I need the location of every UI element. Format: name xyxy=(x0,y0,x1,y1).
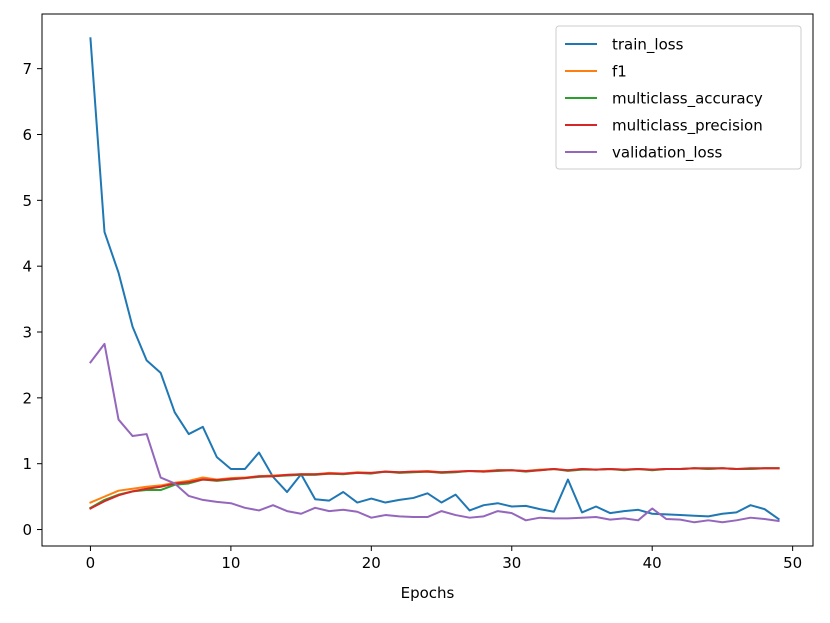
legend-label-train-loss: train_loss xyxy=(612,36,684,55)
x-tick-label: 20 xyxy=(362,554,381,572)
x-tick-label: 0 xyxy=(86,554,96,572)
legend-frame xyxy=(555,25,802,170)
axes-frame xyxy=(41,13,814,547)
y-tick-label: 4 xyxy=(22,258,32,276)
series-line-multiclass-precision xyxy=(89,467,780,510)
series-lines xyxy=(89,37,780,524)
y-tick-label: 5 xyxy=(22,192,32,210)
y-axis-ticks: 0 1 2 3 4 5 6 7 xyxy=(22,60,42,539)
legend-label-multiclass-precision: multiclass_precision xyxy=(612,117,763,136)
y-tick-label: 7 xyxy=(22,60,32,78)
legend: train_loss f1 multiclass_accuracy multiclas… xyxy=(555,25,802,170)
series-line-train-loss xyxy=(89,37,780,521)
legend-label-validation-loss: validation_loss xyxy=(612,144,723,163)
x-tick-label: 30 xyxy=(502,554,521,572)
x-axis-ticks: 0 10 20 30 40 50 xyxy=(86,546,802,572)
y-tick-label: 3 xyxy=(22,324,32,342)
legend-label-f1: f1 xyxy=(612,63,627,81)
y-tick-label: 0 xyxy=(22,521,32,539)
x-axis-label: Epochs xyxy=(401,584,455,602)
x-tick-label: 40 xyxy=(643,554,662,572)
x-tick-label: 10 xyxy=(221,554,240,572)
series-line-validation-loss xyxy=(89,342,780,524)
y-tick-label: 1 xyxy=(22,455,32,473)
y-tick-label: 6 xyxy=(22,126,32,144)
x-tick-label: 50 xyxy=(783,554,802,572)
y-tick-label: 2 xyxy=(22,389,32,407)
legend-label-multiclass-accuracy: multiclass_accuracy xyxy=(612,90,763,109)
